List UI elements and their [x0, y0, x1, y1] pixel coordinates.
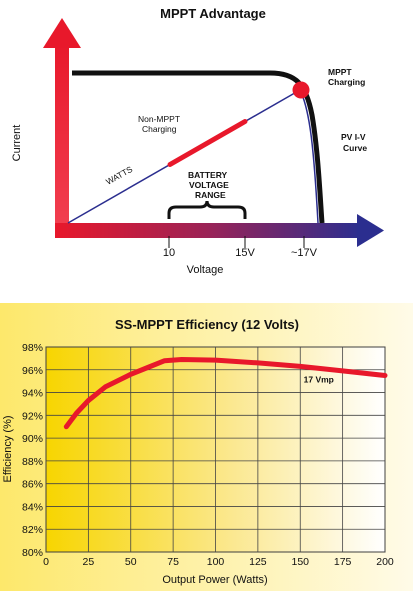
y-tick-label: 90% [22, 433, 43, 445]
chart2-title: SS-MPPT Efficiency (12 Volts) [115, 317, 299, 332]
y-tick-label: 94% [22, 388, 43, 400]
y-tick-label: 92% [22, 410, 43, 422]
watts-label: WATTS [104, 164, 134, 187]
mppt-label-line1: MPPT [328, 67, 352, 77]
current-axis-bar [55, 42, 69, 238]
efficiency-chart: SS-MPPT Efficiency (12 Volts) 0 25 50 75 100… [0, 303, 413, 591]
mppt-point-marker [292, 81, 310, 99]
mppt-advantage-chart: MPPT Advantage MPPT Charging Non-MPPT Ch… [11, 6, 384, 276]
y-tick-label: 84% [22, 501, 43, 513]
y-tick-label: 86% [22, 479, 43, 491]
battery-range-brace [167, 200, 247, 219]
x-tick-label: ~17V [291, 247, 318, 259]
x-tick-label: 25 [83, 556, 95, 568]
battery-range-label-line3: RANGE [195, 190, 226, 200]
x-tick-label: 100 [207, 556, 225, 568]
y-tick-label: 80% [22, 547, 43, 559]
non-mppt-segment [167, 119, 248, 167]
y-tick-label: 88% [22, 456, 43, 468]
chart2-xlabel: Output Power (Watts) [162, 574, 267, 586]
x-tick-label: 15V [235, 247, 255, 259]
y-tick-label: 98% [22, 342, 43, 354]
battery-range-label-line1: BATTERY [188, 170, 228, 180]
chart2-tick-labels: 0 25 50 75 100 125 150 175 200 80% 82% 84% 86% 88% 90%… [22, 342, 394, 568]
pv-curve-label-line2: Curve [343, 143, 367, 153]
x-tick-label: 75 [167, 556, 179, 568]
non-mppt-label-line1: Non-MPPT [138, 114, 180, 124]
battery-range-label-line2: VOLTAGE [189, 180, 229, 190]
mppt-label-line2: Charging [328, 77, 365, 87]
voltage-axis-arrowhead [357, 214, 384, 247]
x-tick-label: 0 [43, 556, 49, 568]
chart1-xlabel: Voltage [187, 264, 224, 276]
current-axis-arrowhead [43, 18, 81, 48]
chart2-grid [45, 346, 386, 553]
y-tick-label: 96% [22, 365, 43, 377]
x-tick-label: 175 [334, 556, 352, 568]
efficiency-line [63, 357, 388, 430]
y-tick-label: 82% [22, 524, 43, 536]
pv-iv-curve [72, 70, 325, 224]
x-tick-label: 150 [291, 556, 309, 568]
pv-curve-label-line1: PV I-V [341, 132, 366, 142]
chart2-ylabel: Efficiency (%) [2, 415, 14, 482]
x-tick-label: 50 [125, 556, 137, 568]
x-tick-label: 10 [163, 247, 175, 259]
series-label: 17 Vmp [304, 374, 334, 384]
chart1-ylabel: Current [11, 125, 23, 162]
chart1-title: MPPT Advantage [160, 6, 266, 21]
x-tick-label: 125 [249, 556, 267, 568]
non-mppt-label-line2: Charging [142, 124, 177, 134]
x-tick-label: 200 [376, 556, 394, 568]
voltage-axis-bar [55, 223, 361, 238]
